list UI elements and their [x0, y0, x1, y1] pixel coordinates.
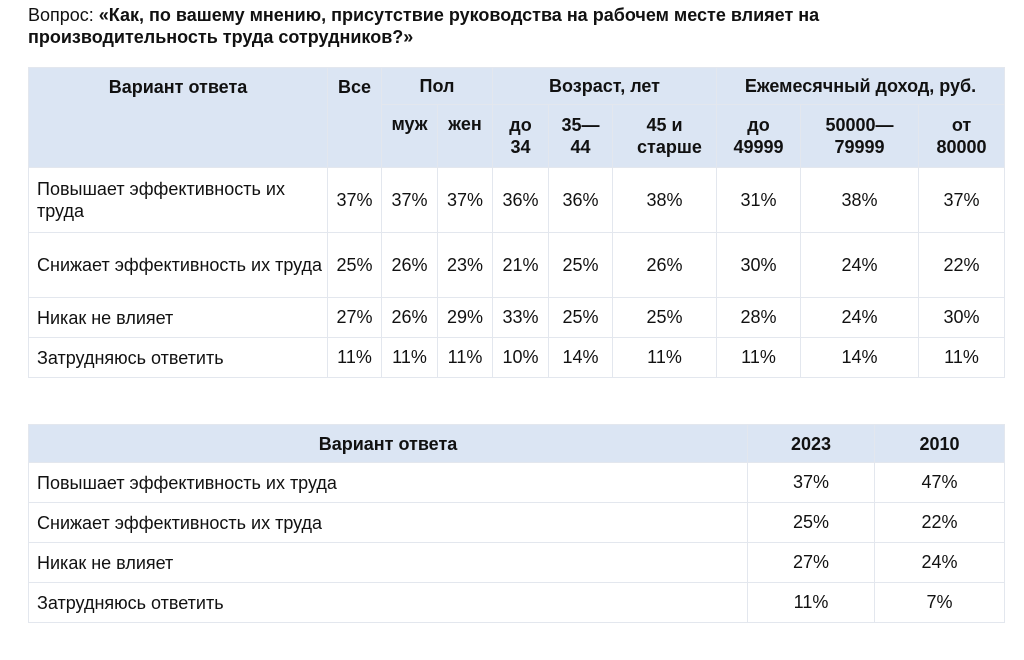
subheader-age-45-plus: 45 и старше [612, 104, 718, 168]
cell-value: 31% [716, 167, 802, 233]
cell-value: 37% [918, 167, 1006, 233]
table-row: Повышает эффективность их труда 37% 37% … [28, 167, 1006, 233]
row-label: Никак не влияет [28, 297, 328, 338]
cell-value: 26% [381, 232, 438, 298]
cell-value: 7% [874, 582, 1005, 623]
row-label: Снижает эффективность их труда [28, 232, 328, 298]
year-comparison-table: Вариант ответа 2023 2010 Повышает эффект… [28, 424, 1005, 623]
row-label: Повышает эффективность их труда [28, 167, 328, 233]
subheader-income-under-49999: до 49999 [716, 104, 802, 168]
cell-value: 11% [612, 337, 718, 378]
cell-value: 23% [436, 232, 494, 298]
cell-value: 25% [612, 297, 718, 338]
cell-value: 14% [548, 337, 614, 378]
header-year-2010: 2010 [874, 424, 1005, 463]
table-row: Повышает эффективность их труда 37% 47% [28, 462, 1005, 503]
cell-value: 29% [436, 297, 494, 338]
header-all: Все [327, 67, 382, 168]
header-gender: Пол [380, 67, 494, 105]
demographic-breakdown-table: Вариант ответа Все Пол Возраст, лет Ежем… [28, 67, 1006, 378]
subheader-income-50000-79999: 50000—79999 [800, 104, 920, 168]
cell-value: 22% [918, 232, 1006, 298]
cell-value: 37% [327, 167, 382, 233]
cell-value: 11% [381, 337, 438, 378]
table-row: Снижает эффективность их труда 25% 26% 2… [28, 232, 1006, 298]
cell-value: 22% [874, 502, 1005, 543]
cell-value: 10% [492, 337, 550, 378]
header-year-2023: 2023 [747, 424, 875, 463]
subheader-age-35-44: 35—44 [548, 104, 614, 168]
subheader-income-over-80000: от 80000 [918, 104, 1006, 168]
row-label: Снижает эффективность их труда [28, 502, 748, 543]
table-row: Затрудняюсь ответить 11% 11% 11% 10% 14%… [28, 337, 1006, 378]
header-income: Ежемесячный доход, руб. [716, 67, 1006, 105]
table-row: Никак не влияет 27% 26% 29% 33% 25% 25% … [28, 297, 1006, 338]
subheader-female: жен [436, 104, 494, 168]
table-row: Снижает эффективность их труда 25% 22% [28, 502, 1005, 543]
cell-value: 24% [800, 297, 920, 338]
cell-value: 24% [800, 232, 920, 298]
question-prefix: Вопрос: [28, 5, 99, 25]
cell-value: 36% [548, 167, 614, 233]
cell-value: 25% [548, 232, 614, 298]
cell-value: 33% [492, 297, 550, 338]
subheader-male: муж [381, 104, 438, 168]
row-label: Никак не влияет [28, 542, 748, 583]
cell-value: 11% [436, 337, 494, 378]
header-age: Возраст, лет [492, 67, 718, 105]
cell-value: 30% [918, 297, 1006, 338]
cell-value: 37% [747, 462, 875, 503]
cell-value: 25% [327, 232, 382, 298]
cell-value: 25% [747, 502, 875, 543]
table-row: Никак не влияет 27% 24% [28, 542, 1005, 583]
cell-value: 25% [548, 297, 614, 338]
cell-value: 38% [800, 167, 920, 233]
cell-value: 11% [918, 337, 1006, 378]
subheader-age-under-34: до 34 [492, 104, 550, 168]
table-row: Затрудняюсь ответить 11% 7% [28, 582, 1005, 623]
cell-value: 27% [747, 542, 875, 583]
header-answer-option: Вариант ответа [28, 67, 328, 168]
cell-value: 11% [747, 582, 875, 623]
cell-value: 47% [874, 462, 1005, 503]
cell-value: 26% [381, 297, 438, 338]
cell-value: 37% [436, 167, 494, 233]
cell-value: 38% [612, 167, 718, 233]
cell-value: 36% [492, 167, 550, 233]
cell-value: 21% [492, 232, 550, 298]
cell-value: 11% [716, 337, 802, 378]
row-label: Затрудняюсь ответить [28, 337, 328, 378]
cell-value: 14% [800, 337, 920, 378]
cell-value: 11% [327, 337, 382, 378]
header-answer-option: Вариант ответа [28, 424, 748, 463]
survey-question: Вопрос: «Как, по вашему мнению, присутст… [28, 4, 988, 48]
row-label: Затрудняюсь ответить [28, 582, 748, 623]
question-text: «Как, по вашему мнению, присутствие руко… [28, 5, 820, 47]
cell-value: 28% [716, 297, 802, 338]
cell-value: 37% [381, 167, 438, 233]
row-label: Повышает эффективность их труда [28, 462, 748, 503]
cell-value: 27% [327, 297, 382, 338]
cell-value: 26% [612, 232, 718, 298]
cell-value: 24% [874, 542, 1005, 583]
cell-value: 30% [716, 232, 802, 298]
